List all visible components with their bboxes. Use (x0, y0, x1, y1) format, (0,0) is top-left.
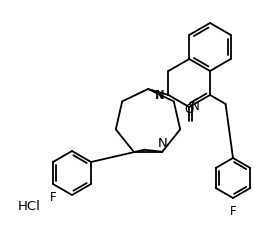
Text: F: F (50, 191, 56, 204)
Text: F: F (230, 205, 236, 218)
Text: O: O (185, 103, 194, 116)
Text: N: N (158, 137, 167, 150)
Text: N: N (156, 88, 164, 101)
Text: N: N (191, 100, 200, 113)
Text: N: N (155, 88, 163, 101)
Text: HCl: HCl (18, 201, 41, 214)
